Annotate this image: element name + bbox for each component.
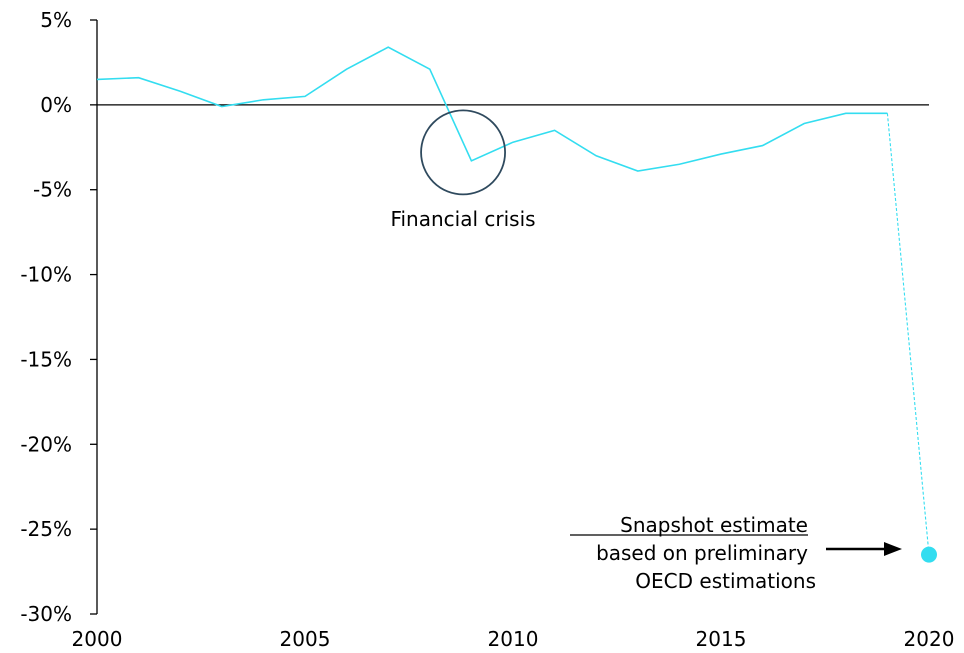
y-tick-label: -25% [20, 517, 72, 541]
x-tick-label: 2020 [904, 627, 955, 651]
x-tick-label: 2005 [280, 627, 331, 651]
y-tick-label: -30% [20, 602, 72, 626]
crisis-label: Financial crisis [390, 207, 535, 231]
estimate-arrow-head [884, 542, 902, 556]
x-axis-ticks: 2000 2005 2010 2015 2020 [72, 627, 955, 651]
y-tick-label: 5% [40, 8, 72, 32]
x-tick-label: 2000 [72, 627, 123, 651]
crisis-circle [420, 109, 506, 196]
estimate-label-line3: OECD estimations [635, 569, 816, 593]
y-tick-label: -15% [20, 347, 72, 371]
estimate-label-line2: based on preliminary [596, 541, 808, 565]
y-tick-label: 0% [40, 93, 72, 117]
y-tick-label: -10% [20, 263, 72, 287]
estimate-dashed-line [886, 113, 930, 555]
estimate-label-line1: Snapshot estimate [620, 513, 808, 537]
series-line [96, 46, 888, 172]
x-tick-label: 2015 [696, 627, 747, 651]
x-tick-label: 2010 [488, 627, 539, 651]
y-tick-label: -5% [33, 178, 72, 202]
y-axis-ticks: 5% 0% -5% -10% -15% -20% -25% -30% [20, 8, 97, 626]
estimate-point [921, 546, 937, 563]
y-tick-label: -20% [20, 432, 72, 456]
